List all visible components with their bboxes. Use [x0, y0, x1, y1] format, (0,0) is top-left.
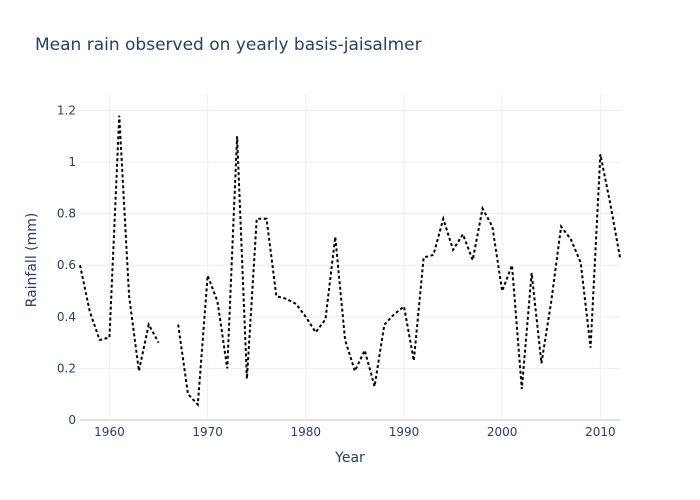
y-tick-label: 0.2: [57, 361, 76, 375]
x-tick-label: 1980: [291, 425, 322, 439]
x-tick-label: 1960: [94, 425, 125, 439]
x-tick-label: 1990: [389, 425, 420, 439]
y-tick-label: 0.6: [57, 258, 76, 272]
y-axis-ticks: 0 0.2 0.4 0.6 0.8 1 1.2: [57, 103, 76, 427]
rainfall-series-line: [79, 115, 621, 407]
y-tick-label: 1: [68, 155, 76, 169]
gridlines: [80, 95, 620, 421]
plot-area: [79, 115, 621, 407]
y-tick-label: 1.2: [57, 103, 76, 117]
y-tick-label: 0: [68, 413, 76, 427]
x-tick-label: 2000: [487, 425, 518, 439]
x-axis-title: Year: [334, 450, 365, 466]
y-tick-label: 0.8: [57, 207, 76, 221]
y-tick-label: 0.4: [57, 310, 76, 324]
x-axis-ticks: 1960 1970 1980 1990 2000 2010: [94, 425, 615, 439]
x-tick-label: 1970: [192, 425, 223, 439]
y-axis-title: Rainfall (mm): [24, 213, 40, 308]
chart-title: Mean rain observed on yearly basis-jaisa…: [35, 35, 422, 55]
x-tick-label: 2010: [585, 425, 616, 439]
